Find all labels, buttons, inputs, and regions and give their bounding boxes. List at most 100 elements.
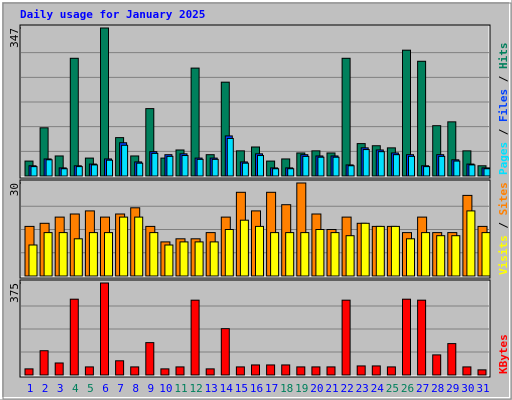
y-tick-label: 30 xyxy=(8,183,21,196)
y-tick-label: 375 xyxy=(8,283,21,303)
x-tick-label: 11 xyxy=(174,382,187,395)
legend-separator: / xyxy=(497,69,510,89)
x-tick-label: 18 xyxy=(280,382,293,395)
x-tick-label: 31 xyxy=(476,382,489,395)
x-tick-label: 13 xyxy=(205,382,218,395)
bar xyxy=(255,225,264,277)
bar xyxy=(100,282,109,376)
legend-entry: Sites xyxy=(497,182,510,215)
bar xyxy=(417,299,427,376)
legend: Pages / Files / Hits xyxy=(497,43,510,176)
bar xyxy=(69,57,79,177)
bar xyxy=(432,354,442,376)
bar xyxy=(438,155,446,177)
bar xyxy=(194,241,204,277)
bar xyxy=(386,366,396,376)
bar xyxy=(417,60,427,177)
bar xyxy=(315,229,325,277)
x-tick-label: 25 xyxy=(386,382,399,395)
x-tick-label: 5 xyxy=(87,382,94,395)
bar xyxy=(190,299,200,376)
bar xyxy=(477,369,487,376)
bar xyxy=(196,158,204,177)
bar xyxy=(285,232,295,277)
bar xyxy=(88,232,98,277)
x-tick-label: 21 xyxy=(325,382,338,395)
bar xyxy=(462,366,472,376)
x-tick-label: 7 xyxy=(117,382,124,395)
bar xyxy=(311,366,321,376)
x-tick-label: 2 xyxy=(42,382,49,395)
legend-entry: Files xyxy=(497,89,510,122)
x-tick-label: 29 xyxy=(446,382,459,395)
x-tick-label: 14 xyxy=(220,382,234,395)
bar xyxy=(24,368,34,376)
bar xyxy=(166,155,174,177)
bar xyxy=(205,368,215,376)
bar xyxy=(302,155,310,177)
bar xyxy=(362,149,370,177)
bar xyxy=(468,164,476,177)
chart-title: Daily usage for January 2025 xyxy=(20,8,205,21)
bar xyxy=(241,162,249,177)
bar xyxy=(317,156,325,177)
bar xyxy=(272,168,280,177)
legend: KBytes xyxy=(497,334,510,374)
bar xyxy=(296,366,306,376)
bar xyxy=(119,216,129,277)
legend-entry: Visits xyxy=(497,235,510,275)
bar xyxy=(266,364,276,376)
bar xyxy=(421,232,431,277)
x-tick-label: 28 xyxy=(431,382,444,395)
x-tick-label: 1 xyxy=(27,382,34,395)
x-tick-label: 16 xyxy=(250,382,263,395)
bar xyxy=(145,342,155,376)
bar xyxy=(451,235,461,277)
x-tick-label: 3 xyxy=(57,382,64,395)
bar xyxy=(483,168,491,177)
bar xyxy=(406,238,415,277)
bar xyxy=(423,166,431,177)
bar xyxy=(390,225,400,277)
bar xyxy=(345,235,355,277)
bar xyxy=(300,232,310,277)
bar xyxy=(332,156,340,177)
x-tick-label: 15 xyxy=(235,382,248,395)
bar xyxy=(106,159,113,177)
bar xyxy=(90,164,98,177)
bar xyxy=(453,160,461,177)
bar xyxy=(30,166,38,177)
x-tick-label: 12 xyxy=(189,382,202,395)
bar xyxy=(134,216,144,277)
bar xyxy=(130,366,140,376)
bar xyxy=(121,144,129,177)
bar xyxy=(179,241,189,277)
x-tick-label: 30 xyxy=(461,382,474,395)
bar xyxy=(447,343,457,376)
bar xyxy=(136,162,144,177)
x-tick-label: 9 xyxy=(147,382,154,395)
bar xyxy=(360,222,370,277)
bar xyxy=(347,165,355,177)
bar xyxy=(220,328,230,376)
x-tick-label: 17 xyxy=(265,382,278,395)
bar xyxy=(149,232,159,277)
bar xyxy=(69,298,79,376)
bar xyxy=(257,155,264,177)
bar xyxy=(58,232,68,277)
bar xyxy=(209,241,219,277)
bar xyxy=(235,366,245,376)
bar xyxy=(43,232,53,277)
bar xyxy=(75,166,83,177)
bar xyxy=(226,137,234,177)
x-tick-label: 19 xyxy=(295,382,308,395)
bar xyxy=(224,229,234,277)
bar xyxy=(211,158,219,177)
legend-separator: / xyxy=(497,215,510,235)
legend-entry: Hits xyxy=(497,43,510,70)
bar xyxy=(270,232,280,277)
bar xyxy=(164,244,174,277)
